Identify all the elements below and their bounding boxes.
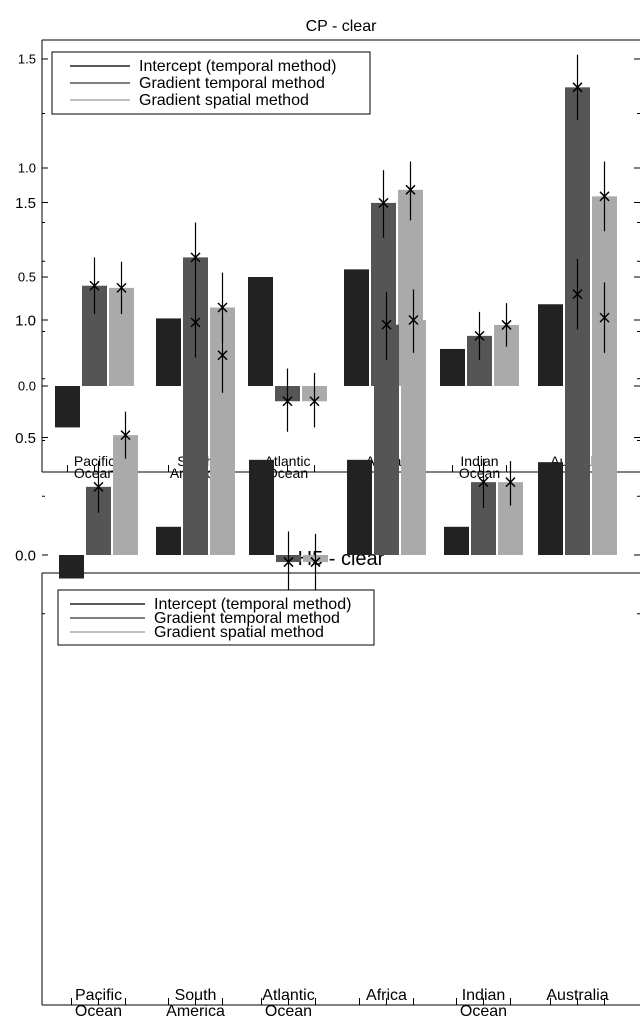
data-point-marker <box>309 396 320 407</box>
bar-intercept <box>248 277 273 386</box>
bar-intercept <box>538 304 563 386</box>
bar-gradient-temporal <box>565 294 590 555</box>
data-point-marker <box>190 317 201 328</box>
data-point-marker <box>378 197 389 208</box>
category-label: Atlantic <box>262 987 314 1004</box>
data-point-marker <box>89 280 100 291</box>
data-point-marker <box>283 557 294 568</box>
category-label: Ocean <box>75 1003 122 1020</box>
category-label: Indian <box>460 453 498 469</box>
bar-intercept <box>156 318 181 386</box>
chart-panel-0: CP - clear0.00.51.01.5PacificOceanSouthA… <box>18 18 640 481</box>
data-point-marker <box>405 184 416 195</box>
chart-panel-1: H5 - clear0.00.51.01.5PacificOceanSouthA… <box>15 195 640 1020</box>
data-point-marker <box>572 289 583 300</box>
data-point-marker <box>381 319 392 330</box>
data-point-marker <box>190 252 201 263</box>
legend: Intercept (temporal method)Gradient temp… <box>57 589 375 646</box>
legend-label: Gradient temporal method <box>154 610 340 627</box>
category-label: Africa <box>366 987 407 1004</box>
bar-intercept <box>156 526 181 555</box>
y-tick-label: 1.0 <box>15 312 36 329</box>
category-label: Australia <box>546 987 608 1004</box>
data-point-marker <box>217 302 228 313</box>
bar-gradient-spatial <box>592 317 617 555</box>
legend-label: Gradient temporal method <box>139 75 325 92</box>
legend-label: Gradient spatial method <box>139 92 309 109</box>
y-tick-label: 1.5 <box>18 52 36 67</box>
category-label: Pacific <box>75 987 122 1004</box>
data-point-marker <box>599 312 610 323</box>
bar-gradient-temporal <box>374 324 399 555</box>
y-tick-label: 1.5 <box>15 195 36 212</box>
data-point-marker <box>572 82 583 93</box>
legend: Intercept (temporal method)Gradient temp… <box>51 51 371 115</box>
category-label: America <box>166 1003 225 1020</box>
bar-intercept <box>344 269 369 386</box>
chart-title: CP - clear <box>306 18 378 35</box>
bar-gradient-spatial <box>401 320 426 555</box>
category-label: Pacific <box>74 453 115 469</box>
data-point-marker <box>501 319 512 330</box>
y-tick-label: 0.0 <box>18 379 36 394</box>
data-point-marker <box>599 191 610 202</box>
data-point-marker <box>408 314 419 326</box>
bar-gradient-temporal <box>183 322 208 555</box>
data-point-marker <box>478 477 489 488</box>
category-label: Atlantic <box>265 453 311 469</box>
category-label: Ocean <box>459 465 500 481</box>
y-tick-label: 0.5 <box>15 430 36 447</box>
category-label: Indian <box>462 987 506 1004</box>
bar-intercept <box>440 348 465 386</box>
category-label: Ocean <box>267 465 308 481</box>
legend-label: Intercept (temporal method) <box>139 58 336 75</box>
bar-intercept <box>55 386 80 428</box>
bar-intercept <box>444 526 469 555</box>
category-label: Ocean <box>265 1003 312 1020</box>
y-tick-label: 1.0 <box>18 161 36 176</box>
data-point-marker <box>474 330 485 341</box>
data-point-marker <box>282 396 293 407</box>
data-point-marker <box>120 430 131 441</box>
legend-label: Gradient spatial method <box>154 624 324 641</box>
bar-intercept <box>59 555 84 579</box>
data-point-marker <box>505 477 516 488</box>
y-tick-label: 0.5 <box>18 270 36 285</box>
bar-intercept <box>249 459 274 555</box>
data-point-marker <box>93 481 104 492</box>
category-label: South <box>175 987 217 1004</box>
category-label: Ocean <box>460 1003 507 1020</box>
y-tick-label: 0.0 <box>15 547 36 564</box>
category-label: Ocean <box>74 465 115 481</box>
data-point-marker <box>116 282 127 293</box>
bar-intercept <box>347 459 372 555</box>
bar-intercept <box>538 462 563 555</box>
data-point-marker <box>310 557 321 568</box>
legend-label: Intercept (temporal method) <box>154 596 351 613</box>
data-point-marker <box>217 350 228 361</box>
